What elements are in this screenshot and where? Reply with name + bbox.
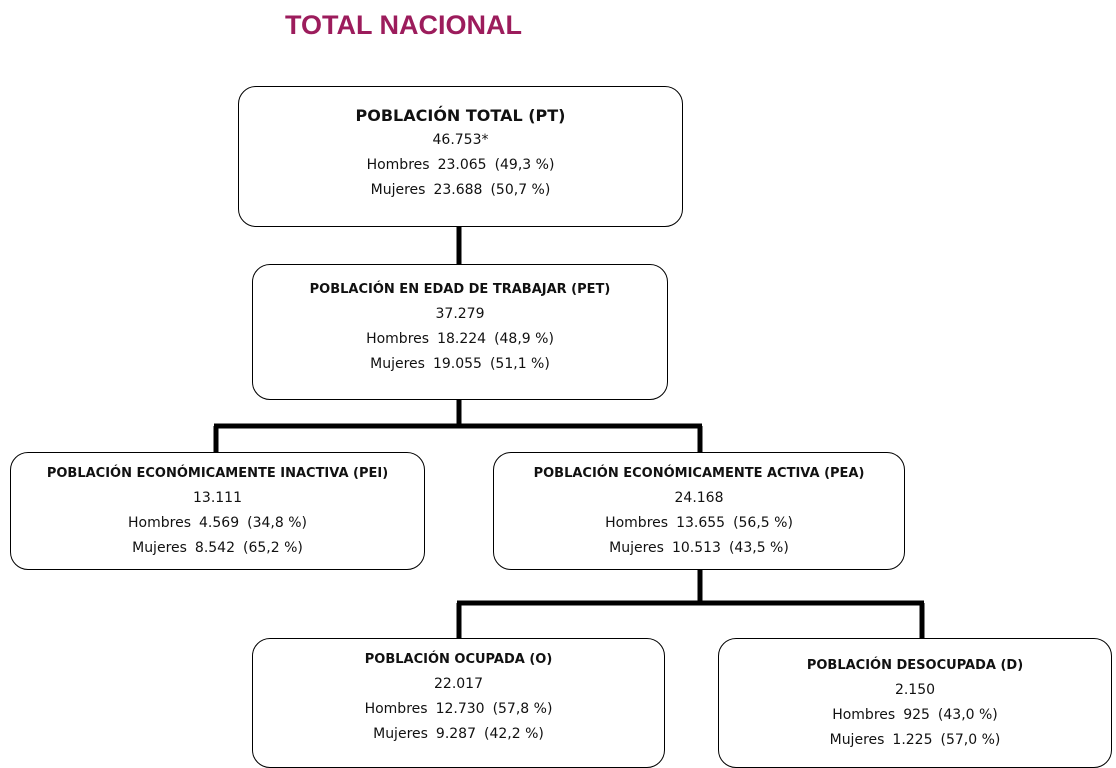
node-title: POBLACIÓN TOTAL (PT) [355, 106, 566, 125]
node-box: POBLACIÓN TOTAL (PT) 46.753* Hombres 23.065… [238, 86, 683, 227]
node-box: POBLACIÓN OCUPADA (O) 22.017 Hombres 12.730… [252, 638, 665, 768]
row-value: 925 [903, 707, 930, 723]
node-total: 37.279 [435, 306, 485, 322]
row-label: Hombres [366, 331, 430, 347]
node-total: 2.150 [894, 682, 936, 698]
row-value: 1.225 [892, 732, 933, 748]
node-total: 24.168 [674, 490, 724, 506]
row-pct: (43,0 %) [937, 707, 998, 723]
row-pct: (51,1 %) [489, 356, 550, 372]
row-value: 9.287 [435, 726, 477, 742]
node-row: Hombres 925 (43,0 %) [719, 703, 1111, 728]
node-row: Mujeres 19.055 (51,1 %) [253, 352, 667, 377]
node-row: Hombres 13.655 (56,5 %) [494, 511, 904, 536]
row-pct: (48,9 %) [494, 331, 554, 347]
node-row: Mujeres 1.225 (57,0 %) [719, 728, 1111, 753]
row-value: 10.513 [671, 540, 721, 556]
row-label: Hombres [605, 515, 669, 531]
node-total: 22.017 [434, 676, 483, 692]
row-value: 23.065 [437, 157, 487, 173]
row-label: Hombres [832, 707, 896, 723]
node-box: POBLACIÓN DESOCUPADA (D) 2.150 Hombres 925 (… [718, 638, 1112, 768]
node-total: 13.111 [193, 490, 242, 506]
row-label: Mujeres [370, 356, 425, 372]
row-pct: (65,2 %) [243, 540, 303, 556]
row-pct: (56,5 %) [733, 515, 793, 531]
row-pct: (57,8 %) [492, 701, 553, 717]
node-title: POBLACIÓN ECONÓMICAMENTE ACTIVA (PEA) [533, 466, 865, 481]
node-row: Mujeres 10.513 (43,5 %) [494, 536, 904, 561]
row-pct: (42,2 %) [484, 726, 544, 742]
row-pct: (50,7 %) [490, 182, 551, 198]
node-title: POBLACIÓN DESOCUPADA (D) [806, 658, 1024, 673]
row-value: 23.688 [433, 182, 483, 198]
node-row: Mujeres 8.542 (65,2 %) [11, 536, 424, 561]
row-pct: (34,8 %) [247, 515, 307, 531]
row-label: Mujeres [370, 182, 426, 198]
row-pct: (49,3 %) [494, 157, 555, 173]
node-title: POBLACIÓN EN EDAD DE TRABAJAR (PET) [309, 282, 611, 297]
node-title: POBLACIÓN OCUPADA (O) [364, 652, 553, 667]
row-value: 12.730 [435, 701, 485, 717]
page-title: TOTAL NACIONAL [285, 10, 522, 40]
row-label: Mujeres [829, 732, 885, 748]
row-value: 19.055 [432, 356, 482, 372]
row-label: Hombres [128, 515, 192, 531]
row-label: Mujeres [132, 540, 187, 556]
row-label: Hombres [366, 157, 430, 173]
node-title: POBLACIÓN ECONÓMICAMENTE INACTIVA (PEI) [46, 466, 389, 481]
row-label: Hombres [364, 701, 428, 717]
row-pct: (43,5 %) [728, 540, 789, 556]
node-row: Hombres 4.569 (34,8 %) [11, 511, 424, 536]
row-label: Mujeres [373, 726, 428, 742]
row-value: 13.655 [676, 515, 726, 531]
node-row: Mujeres 9.287 (42,2 %) [253, 722, 664, 747]
node-box: POBLACIÓN EN EDAD DE TRABAJAR (PET) 37.27… [252, 264, 668, 400]
node-total: 46.753* [432, 132, 489, 148]
node-box: POBLACIÓN ECONÓMICAMENTE INACTIVA (PEI) 1… [10, 452, 425, 570]
node-row: Hombres 12.730 (57,8 %) [253, 697, 664, 722]
row-value: 4.569 [199, 515, 240, 531]
row-value: 18.224 [437, 331, 487, 347]
row-label: Mujeres [609, 540, 664, 556]
node-row: Hombres 18.224 (48,9 %) [253, 327, 667, 352]
node-box: POBLACIÓN ECONÓMICAMENTE ACTIVA (PEA) 24.… [493, 452, 905, 570]
node-row: Hombres 23.065 (49,3 %) [239, 153, 682, 178]
row-pct: (57,0 %) [940, 732, 1001, 748]
row-value: 8.542 [194, 540, 236, 556]
node-row: Mujeres 23.688 (50,7 %) [239, 178, 682, 203]
